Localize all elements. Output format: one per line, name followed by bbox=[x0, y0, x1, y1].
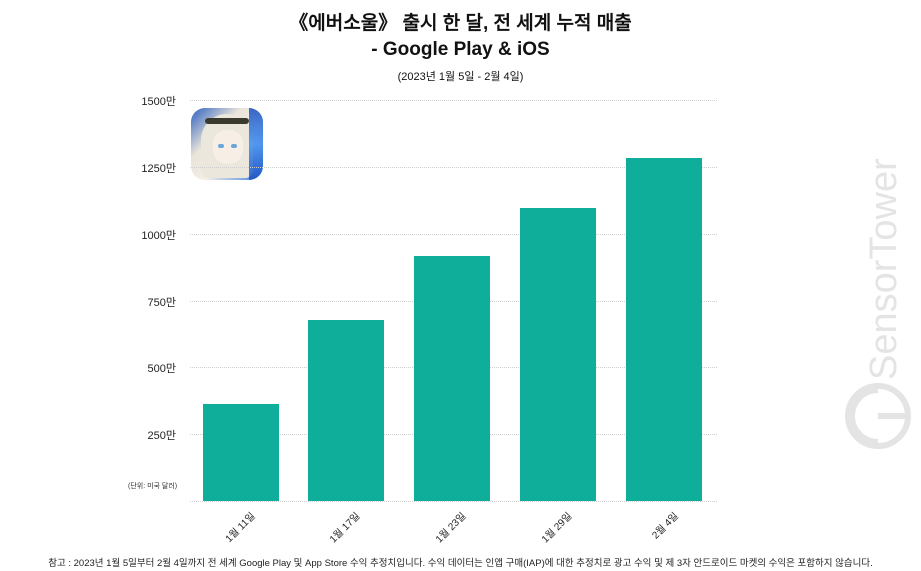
chart-subtitle: (2023년 1월 5일 - 2월 4일) bbox=[397, 71, 524, 83]
y-tick-label: 1250만 bbox=[141, 162, 176, 175]
y-tick-label: 500만 bbox=[147, 363, 176, 376]
footnote: 참고 : 2023년 1월 5일부터 2월 4일까지 전 세계 Google P… bbox=[48, 558, 873, 569]
eversoul-app-icon bbox=[191, 108, 263, 180]
icon-headband bbox=[205, 118, 249, 124]
icon-blue-accent bbox=[249, 108, 263, 180]
bar bbox=[414, 255, 490, 501]
unit-label: (단위: 미국 달러) bbox=[128, 483, 178, 490]
chart-title: 《에버소울》 출시 한 달, 전 세계 누적 매출 bbox=[289, 13, 632, 34]
y-tick-label: 250만 bbox=[147, 430, 176, 443]
bar bbox=[203, 403, 279, 501]
x-tick-label: 1월 29일 bbox=[539, 510, 575, 546]
chart-title-line2: - Google Play & iOS bbox=[371, 39, 550, 60]
gridline bbox=[190, 166, 717, 168]
bar bbox=[626, 157, 702, 501]
icon-eye bbox=[231, 144, 237, 148]
y-tick-label: 750만 bbox=[147, 296, 176, 309]
x-tick-label: 2월 4일 bbox=[650, 510, 681, 542]
watermark-text: SensorTower bbox=[863, 158, 905, 380]
x-tick-label: 1월 23일 bbox=[433, 510, 469, 546]
gridline bbox=[190, 233, 717, 235]
y-tick-label: 1500만 bbox=[141, 96, 176, 108]
y-tick-label: 1000만 bbox=[141, 229, 176, 242]
x-tick-label: 1월 11일 bbox=[223, 510, 258, 545]
x-tick-label: 1월 17일 bbox=[327, 510, 363, 546]
gridline bbox=[190, 501, 717, 502]
gridline bbox=[190, 100, 717, 101]
bar bbox=[308, 320, 384, 501]
sensortower-watermark: SensorTower bbox=[845, 158, 911, 449]
icon-eye bbox=[218, 144, 224, 148]
bar bbox=[520, 207, 596, 501]
